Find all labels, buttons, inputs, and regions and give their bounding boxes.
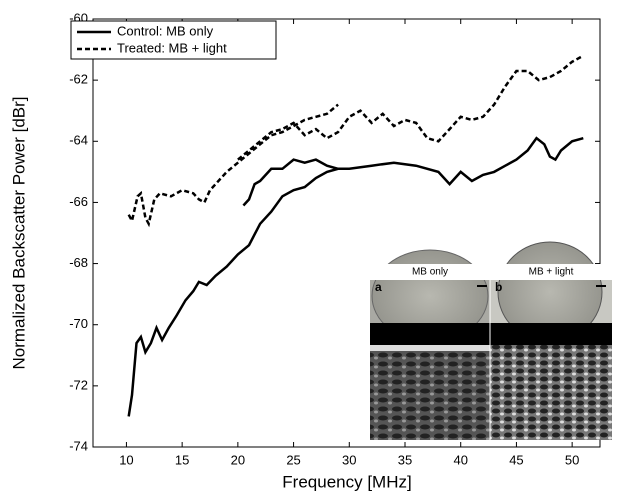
inset-header (370, 264, 612, 280)
x-tick-label: 35 (398, 452, 412, 467)
x-tick-label: 25 (286, 452, 300, 467)
x-tick-label: 45 (509, 452, 523, 467)
x-tick-label: 20 (231, 452, 245, 467)
legend-box (70, 20, 277, 60)
series-line (127, 136, 584, 417)
inset-band (370, 323, 612, 345)
panel-label: b (495, 280, 502, 294)
ultrasound-edge (370, 345, 490, 351)
x-tick-label: 50 (565, 452, 579, 467)
panel-label: a (375, 280, 382, 294)
y-tick-label: -74 (69, 438, 88, 453)
x-axis-label: Frequency [MHz] (282, 472, 411, 491)
y-axis-label: Normalized Backscatter Power [dBr] (9, 96, 28, 369)
inset: MB only MB + light a b (370, 241, 612, 440)
y-tick-label: -72 (69, 377, 88, 392)
y-tick-label: -62 (69, 72, 88, 87)
x-tick-label: 10 (119, 452, 133, 467)
y-tick-label: -66 (69, 194, 88, 209)
legend-label: Control: MB only (117, 23, 214, 38)
legend-label: Treated: MB + light (117, 40, 227, 55)
y-tick-label: -64 (69, 133, 88, 148)
ultrasound-b (490, 345, 612, 440)
inset-title: MB only (412, 267, 448, 278)
ultrasound-a (370, 345, 490, 440)
inset-title: MB + light (529, 267, 574, 278)
series-line (127, 54, 584, 228)
x-tick-label: 15 (175, 452, 189, 467)
x-tick-label: 40 (453, 452, 467, 467)
y-tick-label: -70 (69, 316, 88, 331)
y-tick-label: -68 (69, 255, 88, 270)
plot-area (92, 18, 601, 448)
x-tick-label: 30 (342, 452, 356, 467)
